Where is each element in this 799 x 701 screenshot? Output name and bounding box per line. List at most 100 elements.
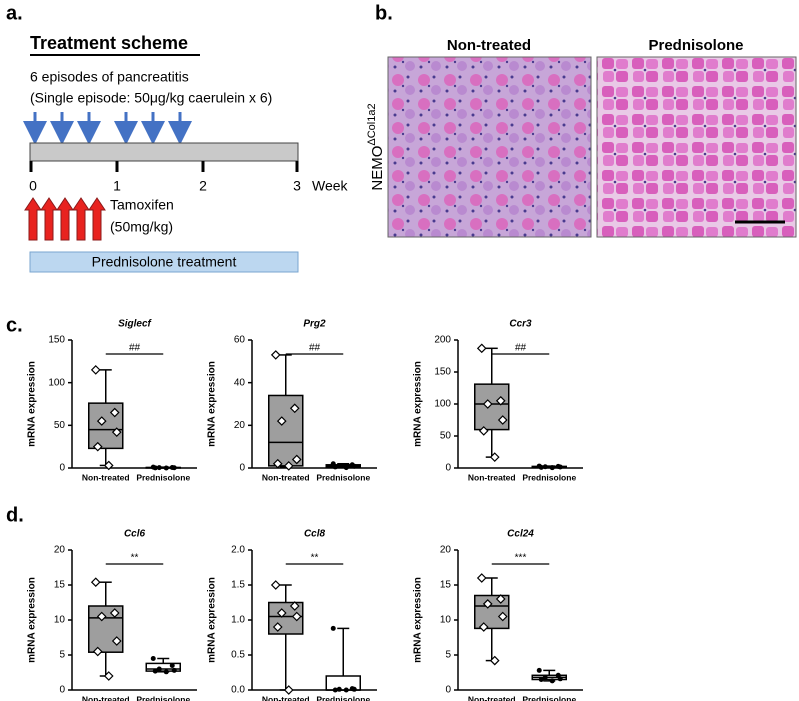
- data-point: [90, 365, 101, 375]
- data-point: [291, 454, 302, 465]
- y-tick-label: 0: [239, 463, 245, 474]
- box: [145, 662, 181, 672]
- data-point: [476, 573, 487, 583]
- panel-label: a.: [6, 2, 23, 24]
- y-tick-label: 0: [445, 685, 451, 696]
- significance-label: ***: [515, 553, 527, 564]
- y-tick-label: 0.0: [231, 685, 245, 696]
- x-tick-label: Prednisolone: [136, 694, 190, 701]
- data-point: [330, 625, 336, 631]
- y-tick-label: 20: [234, 420, 246, 431]
- y-tick-label: 5: [445, 650, 451, 661]
- y-tick-label: 200: [434, 335, 451, 346]
- data-point: [270, 350, 281, 360]
- data-point: [96, 611, 107, 622]
- data-point: [109, 608, 120, 618]
- data-point: [276, 416, 287, 426]
- data-point: [111, 427, 122, 438]
- chart-title: Siglecf: [118, 319, 152, 330]
- x-tick-label: Prednisolone: [316, 694, 370, 701]
- x-tick-label: Prednisolone: [522, 472, 576, 482]
- panel-label: c.: [6, 314, 23, 336]
- significance-label: ##: [515, 343, 527, 354]
- data-point: [495, 594, 506, 604]
- x-tick-label: Non-treated: [82, 694, 130, 701]
- scheme-text: (Single episode: 50μg/kg caerulein x 6): [30, 90, 272, 106]
- x-tick-label: Prednisolone: [316, 472, 370, 482]
- y-tick-label: 50: [440, 431, 452, 442]
- histology-image: [596, 56, 797, 238]
- histology-image: [387, 56, 592, 238]
- scheme-title: Treatment scheme: [30, 33, 188, 53]
- y-tick-label: 50: [54, 420, 66, 431]
- significance-label: ##: [129, 343, 141, 354]
- x-tick-label: Non-treated: [82, 472, 130, 482]
- week-label: 3: [293, 178, 301, 194]
- y-tick-label: 5: [59, 650, 65, 661]
- y-tick-label: 150: [434, 367, 451, 378]
- data-point: [289, 601, 300, 611]
- chart-title: Ccl8: [304, 529, 326, 540]
- y-axis-label: mRNA expression: [413, 361, 424, 447]
- box: [268, 394, 304, 467]
- data-point: [92, 646, 103, 657]
- y-axis-label: mRNA expression: [207, 361, 218, 447]
- data-point: [163, 465, 169, 471]
- tamoxifen-dose: (50mg/kg): [110, 219, 173, 235]
- y-tick-label: 100: [434, 399, 451, 410]
- x-tick-label: Non-treated: [468, 472, 516, 482]
- y-tick-label: 20: [54, 545, 66, 556]
- column-title: Prednisolone: [648, 37, 743, 54]
- caerulein-arrows: [23, 112, 192, 145]
- column-title: Non-treated: [447, 37, 531, 54]
- y-tick-label: 0.5: [231, 650, 245, 661]
- significance-label: ##: [309, 343, 321, 354]
- data-point: [538, 464, 544, 470]
- data-point: [478, 426, 489, 436]
- week-unit: Week: [312, 178, 349, 194]
- week-label: 0: [29, 178, 37, 194]
- data-point: [343, 465, 349, 471]
- x-tick-label: Prednisolone: [136, 472, 190, 482]
- x-tick-label: Prednisolone: [522, 694, 576, 701]
- data-point: [542, 674, 548, 680]
- y-tick-label: 0: [445, 463, 451, 474]
- data-point: [169, 663, 175, 668]
- data-point: [272, 458, 283, 469]
- data-point: [557, 676, 563, 682]
- chart-title: Ccl6: [124, 529, 146, 540]
- y-tick-label: 15: [54, 580, 66, 591]
- data-point: [150, 656, 156, 661]
- data-point: [482, 399, 493, 409]
- y-tick-label: 0: [59, 463, 65, 474]
- significance-label: **: [311, 553, 319, 564]
- y-tick-label: 10: [440, 615, 452, 626]
- week-label: 1: [113, 178, 121, 194]
- y-tick-label: 2.0: [231, 545, 245, 556]
- data-point: [497, 611, 508, 622]
- treatment-label: Prednisolone treatment: [92, 254, 237, 270]
- data-point: [90, 577, 101, 588]
- tamoxifen-label: Tamoxifen: [110, 197, 174, 213]
- data-point: [549, 678, 555, 684]
- chart-title: Prg2: [303, 319, 326, 330]
- timeline-ticks: [29, 161, 299, 172]
- chart-title: Ccr3: [509, 319, 532, 330]
- data-point: [152, 465, 158, 471]
- data-point: [111, 636, 122, 646]
- data-point: [171, 465, 177, 471]
- data-point: [478, 622, 489, 632]
- data-point: [489, 452, 500, 462]
- treatment-bar: [29, 251, 299, 273]
- chart-title: Ccl24: [507, 529, 534, 540]
- y-tick-label: 0: [59, 685, 65, 696]
- data-point: [497, 415, 508, 425]
- data-point: [557, 464, 563, 470]
- y-tick-label: 10: [54, 615, 66, 626]
- data-point: [476, 343, 487, 354]
- data-point: [96, 416, 107, 426]
- data-point: [283, 461, 294, 471]
- data-point: [163, 669, 169, 675]
- data-point: [489, 655, 500, 666]
- data-point: [109, 407, 120, 418]
